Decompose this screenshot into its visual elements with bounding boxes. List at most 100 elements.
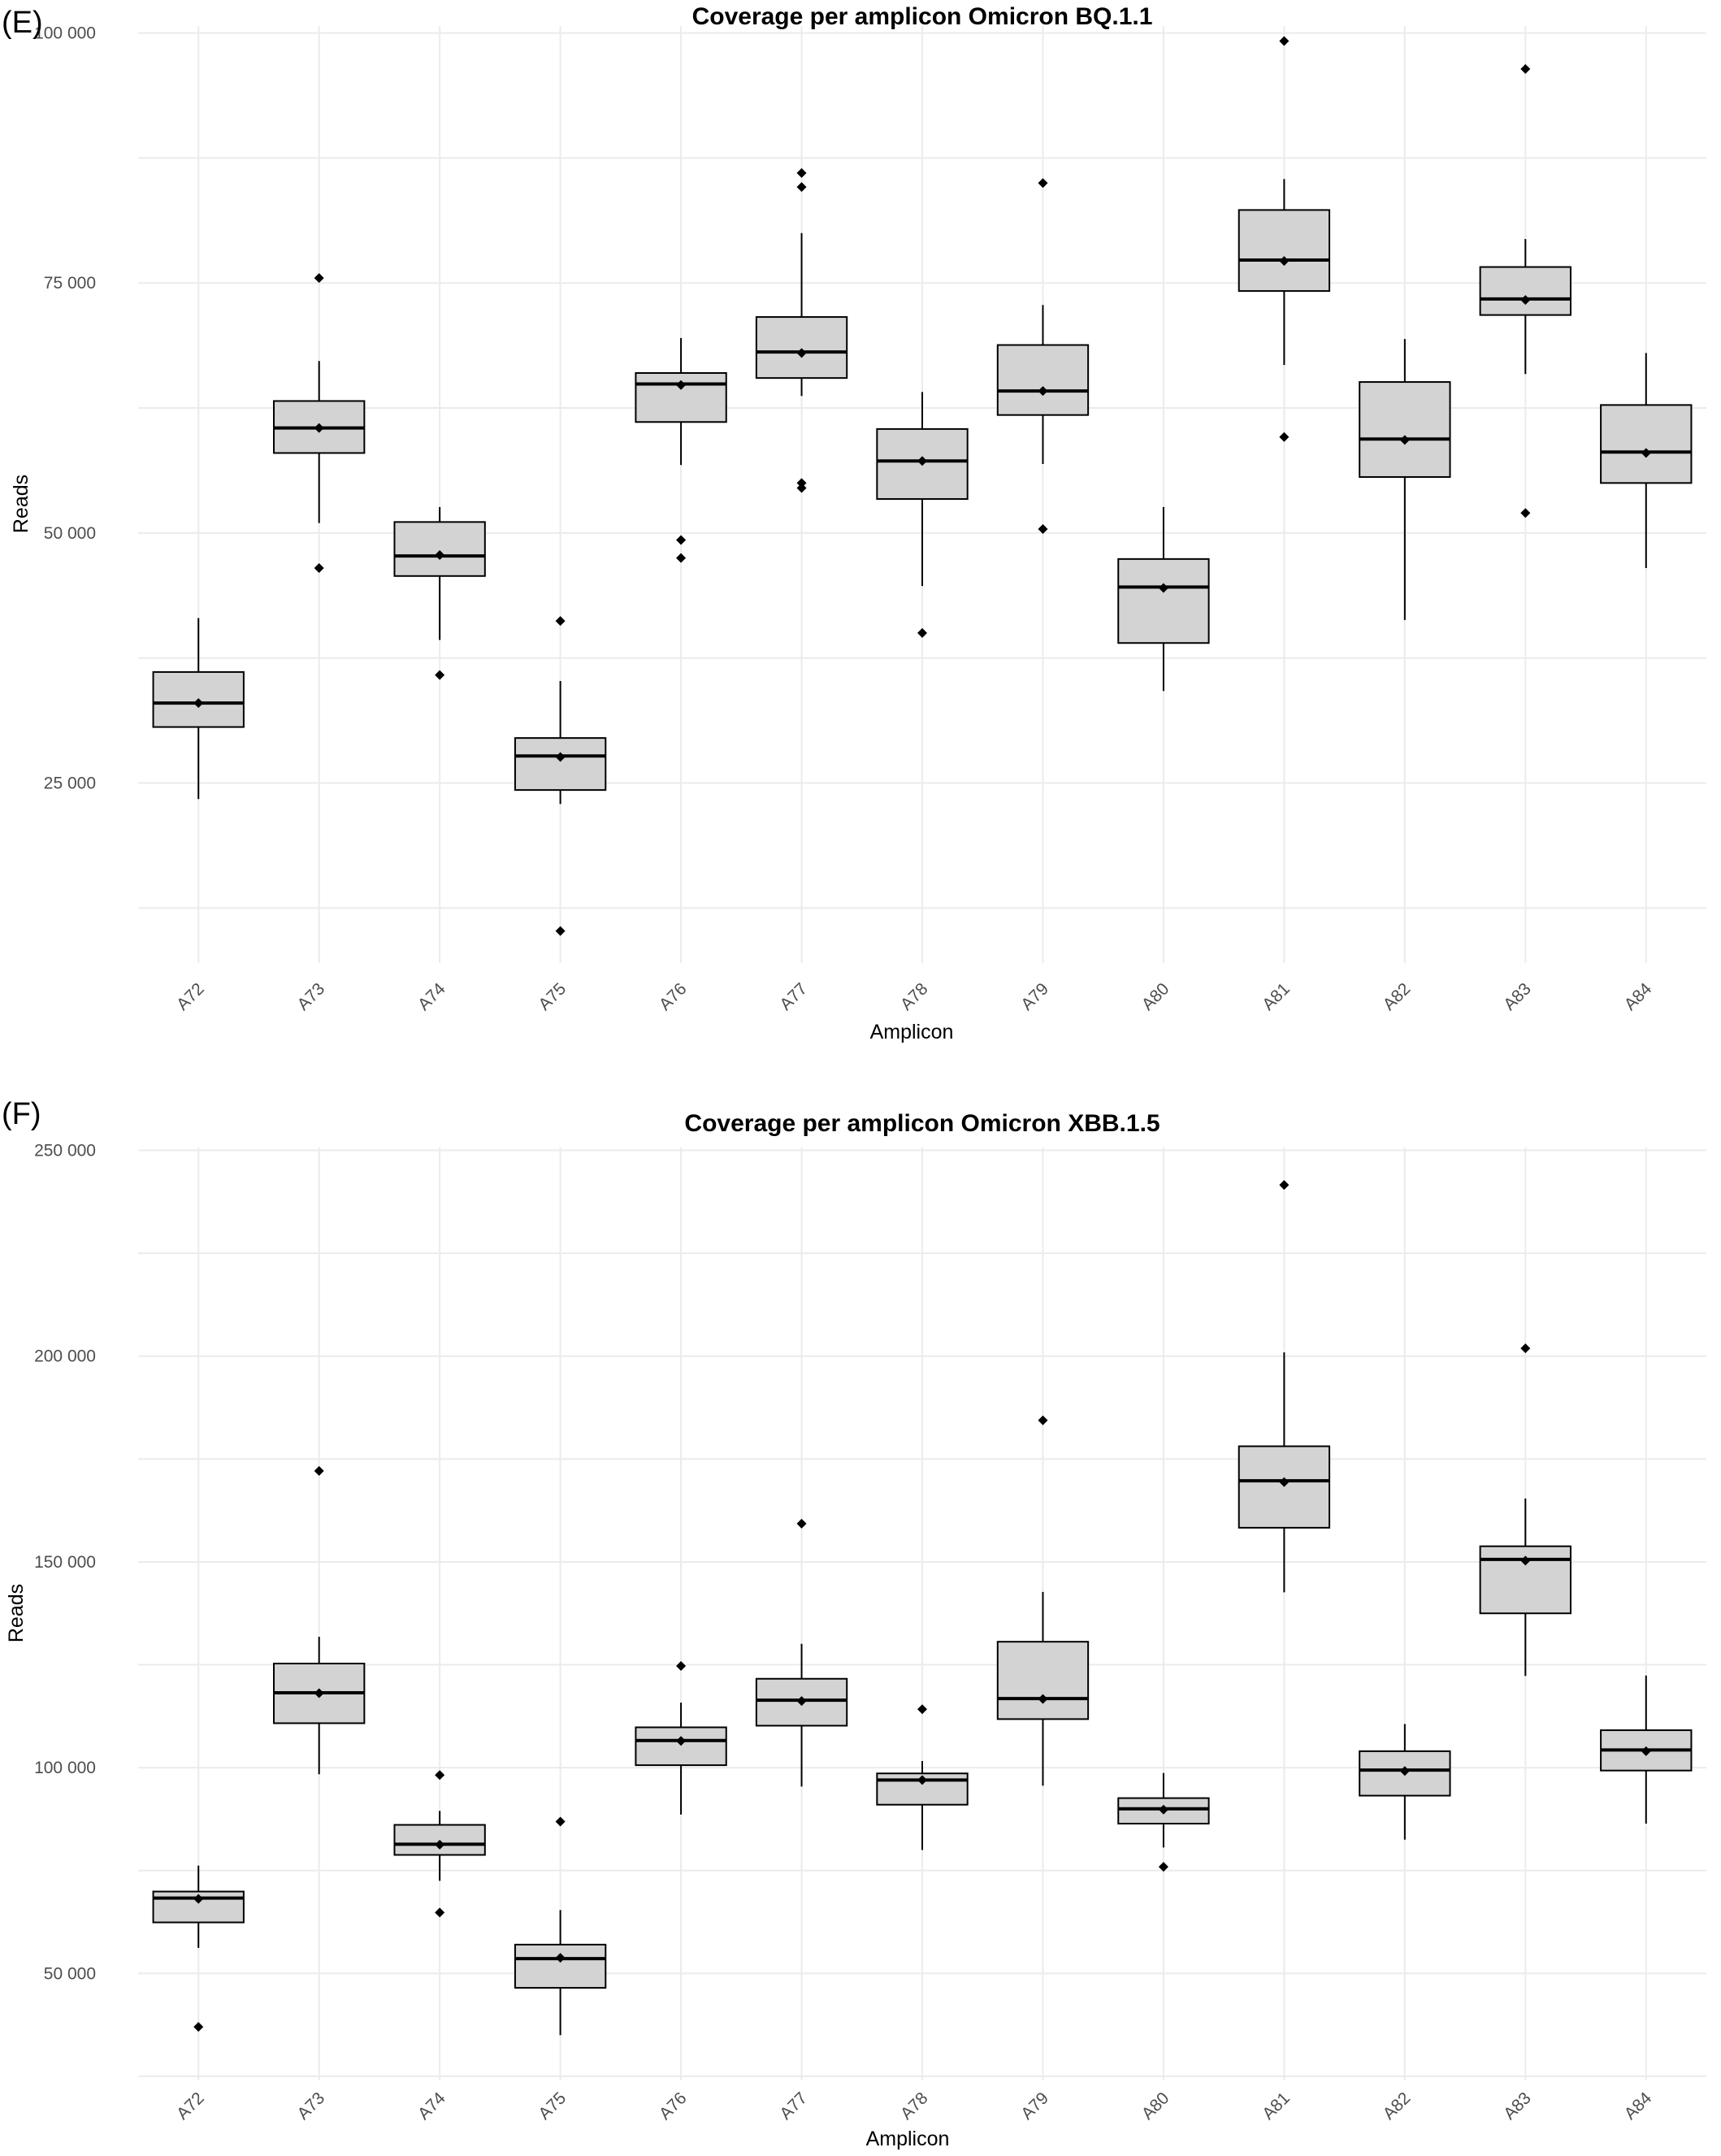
box-a76 — [635, 1661, 727, 1815]
iqr-box — [635, 1726, 727, 1767]
mean-point — [1158, 583, 1168, 593]
box-a83 — [1479, 1343, 1571, 1677]
box-a80 — [1117, 506, 1210, 692]
x-tick-label: A79 — [1017, 979, 1052, 1014]
x-tick-label: A83 — [1500, 2089, 1535, 2123]
y-axis-label: Reads — [10, 475, 33, 533]
iqr-box — [393, 521, 486, 577]
y-tick-label: 75 000 — [44, 274, 96, 293]
mean-point — [193, 1894, 204, 1904]
box-a81 — [1238, 1180, 1331, 1593]
outlier-point — [1279, 36, 1290, 46]
x-tick-label: A73 — [294, 979, 329, 1014]
iqr-box — [1238, 1445, 1331, 1529]
x-tick-label: A73 — [294, 2089, 329, 2123]
x-tick-label: A80 — [1138, 979, 1173, 1014]
mean-point — [555, 752, 566, 762]
outlier-point — [1038, 178, 1048, 189]
x-tick-label: A74 — [414, 2089, 449, 2123]
iqr-box — [514, 737, 607, 792]
mean-point — [676, 1736, 687, 1746]
outlier-point — [1038, 1415, 1048, 1425]
x-tick-label: A79 — [1017, 2089, 1052, 2123]
box-a84 — [1600, 1675, 1693, 1824]
outlier-point — [796, 483, 807, 493]
mean-point — [193, 698, 204, 709]
outlier-point — [555, 616, 566, 627]
box-a78 — [876, 1704, 969, 1850]
mean-point — [1399, 1766, 1410, 1776]
mean-point — [1399, 435, 1410, 445]
iqr-box — [755, 316, 848, 380]
x-tick-label: A76 — [656, 2089, 691, 2123]
mean-point — [435, 1839, 445, 1850]
y-tick-label: 100 000 — [34, 24, 96, 43]
box-a83 — [1479, 63, 1571, 518]
box-a77 — [755, 1518, 848, 1787]
mean-point — [796, 1696, 807, 1707]
x-tick-label: A78 — [897, 979, 932, 1014]
x-tick-label: A82 — [1380, 979, 1415, 1014]
x-axis-label: Amplicon — [866, 2128, 950, 2150]
mean-point — [1520, 295, 1531, 306]
panel-label: (F) — [2, 1097, 41, 1131]
y-tick-label: 250 000 — [34, 1142, 96, 1160]
mean-point — [796, 348, 807, 358]
y-tick-label: 50 000 — [44, 1964, 96, 1983]
chart-panel-f: 50 000 100 000 150 000 200 000 250 000 A72 A73… — [2, 1097, 1706, 2150]
y-tick-label: 150 000 — [34, 1553, 96, 1572]
y-axis-label: Reads — [5, 1584, 28, 1642]
outlier-point — [555, 1816, 566, 1827]
outlier-point — [676, 553, 687, 563]
mean-point — [555, 1953, 566, 1963]
mean-point — [1158, 1804, 1168, 1815]
outlier-point — [917, 1704, 927, 1715]
x-tick-label: A77 — [776, 2089, 811, 2123]
box-a72 — [152, 618, 245, 800]
outlier-point — [676, 535, 687, 545]
outlier-point — [1279, 1180, 1290, 1191]
x-tick-label: A84 — [1621, 979, 1656, 1014]
outlier-point — [676, 1661, 687, 1672]
box-a74 — [393, 1770, 486, 1918]
iqr-box — [996, 344, 1090, 416]
x-tick-label: A72 — [173, 2089, 208, 2123]
x-tick-label: A77 — [776, 979, 811, 1014]
outlier-point — [435, 1770, 445, 1781]
outlier-point — [796, 1518, 807, 1529]
outlier-point — [435, 1907, 445, 1918]
mean-point — [314, 1688, 324, 1698]
outlier-point — [1520, 1343, 1531, 1354]
iqr-box — [1117, 557, 1210, 644]
chart-panel-e: 25 000 50 000 75 000 100 000 A72 A73 A74 A75 A76… — [2, 3, 1706, 1043]
y-tick-label: 100 000 — [34, 1759, 96, 1777]
box-a72 — [152, 1865, 245, 2032]
outlier-point — [1279, 432, 1290, 442]
panel-label: (E) — [2, 6, 43, 40]
iqr-box — [996, 1641, 1090, 1720]
mean-point — [917, 1775, 927, 1785]
mean-point — [1279, 1477, 1290, 1487]
iqr-box — [1359, 381, 1451, 478]
mean-point — [1641, 1746, 1651, 1756]
mean-point — [1038, 1694, 1048, 1704]
mean-point — [917, 456, 927, 466]
y-tick-label: 25 000 — [44, 774, 96, 793]
box-a75 — [514, 616, 607, 936]
mean-point — [1279, 256, 1290, 267]
iqr-box — [1238, 209, 1331, 293]
mean-point — [676, 380, 687, 390]
x-tick-label: A81 — [1259, 979, 1294, 1014]
mean-point — [314, 423, 324, 433]
box-a82 — [1359, 339, 1451, 620]
mean-point — [435, 549, 445, 560]
box-a79 — [996, 1415, 1090, 1786]
x-tick-label: A76 — [656, 979, 691, 1014]
iqr-box — [1600, 404, 1693, 484]
y-tick-label: 50 000 — [44, 524, 96, 543]
box-a76 — [635, 337, 727, 563]
outlier-point — [796, 182, 807, 193]
x-tick-label: A75 — [535, 979, 570, 1014]
mean-point — [1520, 1555, 1531, 1566]
